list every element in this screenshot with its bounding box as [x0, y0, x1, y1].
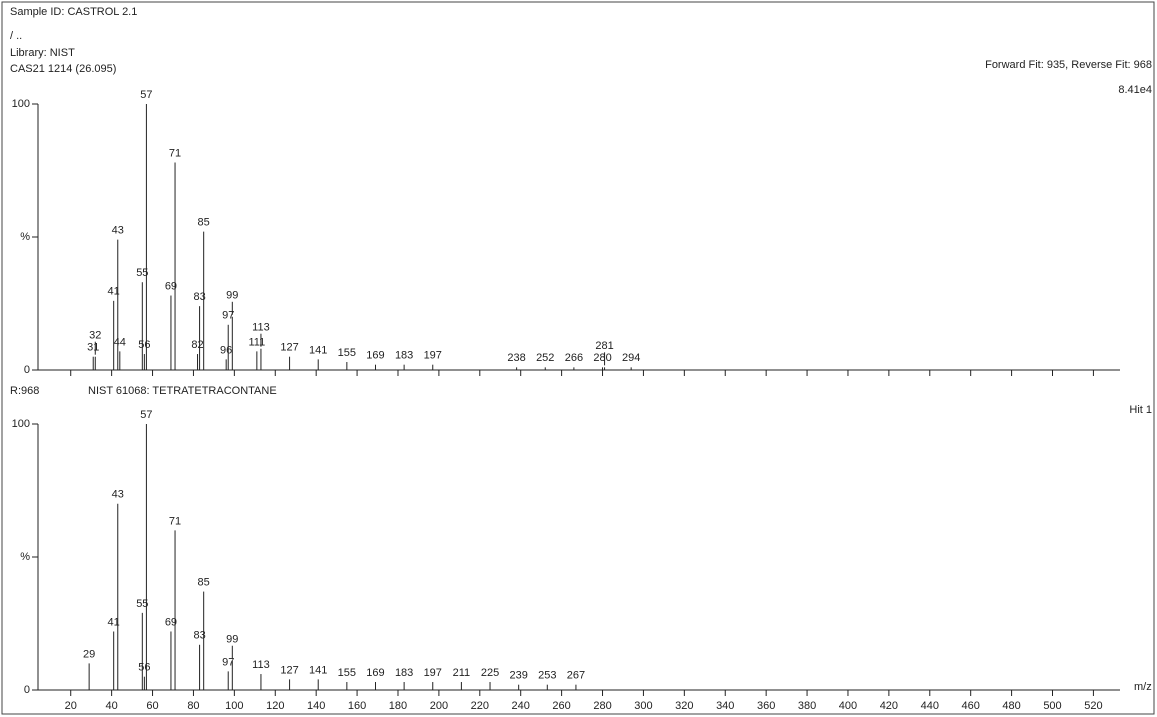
- x-tick-label: 20: [65, 700, 77, 712]
- y-tick-label: 0: [24, 684, 30, 696]
- peak-label: 69: [165, 280, 177, 292]
- peak-label: 69: [165, 616, 177, 628]
- peak-label: 71: [169, 515, 181, 527]
- peak-label: 99: [226, 634, 238, 646]
- peak-label: 56: [138, 339, 150, 351]
- x-tick-label: 460: [962, 700, 980, 712]
- peak-label: 113: [252, 322, 270, 334]
- x-tick-label: 260: [552, 700, 570, 712]
- x-tick-label: 140: [307, 700, 325, 712]
- peak-label: 155: [338, 347, 356, 359]
- peak-label: 43: [112, 225, 124, 237]
- peak-label: 57: [140, 409, 152, 421]
- y-tick-label: %: [20, 551, 30, 563]
- peak-label: 29: [83, 648, 95, 660]
- peak-label: 83: [193, 630, 205, 642]
- peak-label: 239: [509, 670, 527, 682]
- peak-label: 113: [252, 659, 270, 671]
- x-tick-label: 400: [839, 700, 857, 712]
- sample-id: Sample ID: CASTROL 2.1: [10, 6, 137, 18]
- hit-title: NIST 61068: TETRATETRACONTANE: [88, 385, 277, 397]
- peak-label: 238: [507, 352, 525, 364]
- peak-label: 83: [193, 291, 205, 303]
- x-tick-label: 160: [348, 700, 366, 712]
- peak-label: 44: [114, 336, 126, 348]
- peak-label: 211: [453, 667, 471, 679]
- peak-label: 97: [222, 310, 234, 322]
- x-tick-label: 120: [266, 700, 284, 712]
- x-tick-label: 280: [593, 700, 611, 712]
- peak-label: 169: [366, 667, 384, 679]
- peak-label: 82: [191, 339, 203, 351]
- x-tick-label: 480: [1002, 700, 1020, 712]
- peak-label: 111: [248, 336, 265, 348]
- x-axis-label: m/z: [1134, 681, 1152, 693]
- peak-label: 32: [89, 330, 101, 342]
- x-tick-label: 80: [187, 700, 199, 712]
- x-tick-label: 200: [430, 700, 448, 712]
- peak-label: 253: [538, 670, 556, 682]
- x-tick-label: 360: [757, 700, 775, 712]
- peak-label: 99: [226, 290, 238, 302]
- peak-label: 169: [366, 350, 384, 362]
- subtitle: / ..: [10, 30, 22, 42]
- peak-label: 183: [395, 350, 413, 362]
- x-tick-label: 240: [512, 700, 530, 712]
- x-tick-label: 420: [880, 700, 898, 712]
- x-tick-label: 220: [471, 700, 489, 712]
- peak-label: 56: [138, 662, 150, 674]
- x-tick-label: 40: [106, 700, 118, 712]
- peak-label: 225: [481, 667, 499, 679]
- x-tick-label: 500: [1043, 700, 1061, 712]
- x-tick-label: 440: [921, 700, 939, 712]
- peak-label: 280: [593, 352, 611, 364]
- x-tick-label: 320: [675, 700, 693, 712]
- peak-label: 127: [280, 664, 298, 676]
- y-tick-label: 100: [12, 98, 30, 110]
- x-tick-label: 340: [716, 700, 734, 712]
- peak-label: 43: [112, 489, 124, 501]
- x-tick-label: 380: [798, 700, 816, 712]
- peak-label: 141: [309, 664, 327, 676]
- peak-label: 55: [136, 598, 148, 610]
- library: Library: NIST: [10, 47, 75, 59]
- peak-label: 55: [136, 267, 148, 279]
- peak-label: 41: [108, 616, 120, 628]
- x-tick-label: 520: [1084, 700, 1102, 712]
- peak-label: 97: [222, 656, 234, 668]
- ratio: R:968: [10, 385, 39, 397]
- peak-label: 127: [280, 342, 298, 354]
- peak-label: 266: [565, 352, 583, 364]
- y-tick-label: 100: [12, 418, 30, 430]
- peak-label: 85: [198, 576, 210, 588]
- fit: Forward Fit: 935, Reverse Fit: 968: [985, 59, 1152, 71]
- peak-label: 252: [536, 352, 554, 364]
- peak-label: 71: [169, 147, 181, 159]
- peak-label: 31: [87, 342, 99, 354]
- peak-label: 267: [567, 670, 585, 682]
- x-tick-label: 180: [389, 700, 407, 712]
- intensity-scale: 8.41e4: [1118, 84, 1152, 96]
- peak-label: 155: [338, 667, 356, 679]
- hit: Hit 1: [1129, 404, 1152, 416]
- peak-label: 197: [424, 667, 442, 679]
- y-tick-label: %: [20, 231, 30, 243]
- peak-label: 141: [309, 344, 327, 356]
- x-tick-label: 60: [146, 700, 158, 712]
- peak-label: 85: [198, 217, 210, 229]
- scan: CAS21 1214 (26.095): [10, 63, 116, 75]
- peak-label: 96: [220, 344, 232, 356]
- peak-label: 41: [108, 286, 120, 298]
- x-tick-label: 100: [225, 700, 243, 712]
- peak-label: 183: [395, 667, 413, 679]
- peak-label: 281: [595, 340, 613, 352]
- x-tick-label: 300: [634, 700, 652, 712]
- peak-label: 294: [622, 352, 640, 364]
- peak-label: 197: [424, 350, 442, 362]
- peak-label: 57: [140, 89, 152, 101]
- y-tick-label: 0: [24, 364, 30, 376]
